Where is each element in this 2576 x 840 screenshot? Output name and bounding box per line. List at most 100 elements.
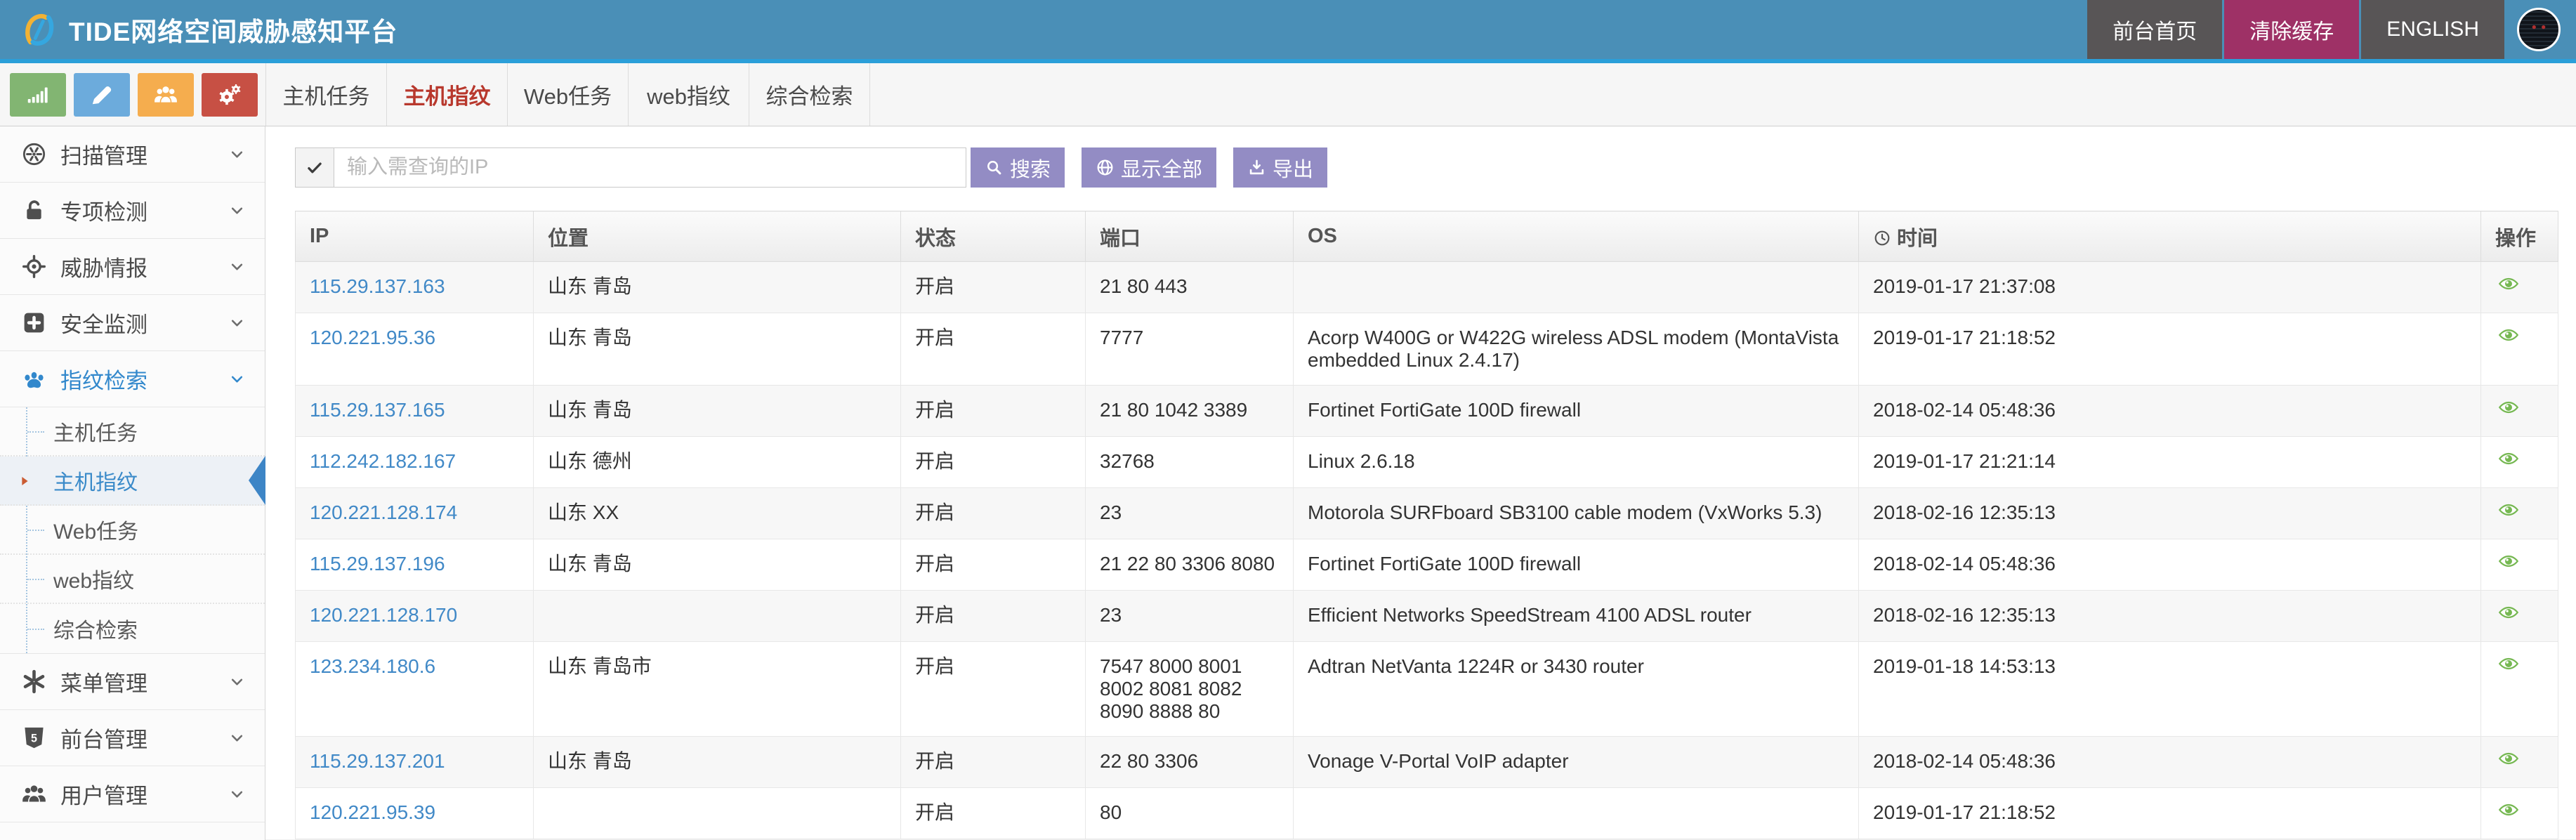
quick-gears-button[interactable] bbox=[202, 72, 258, 117]
sidebar-item-label: 菜单管理 bbox=[60, 671, 147, 696]
sidebar-item[interactable]: 专项检测 bbox=[0, 183, 265, 239]
tab[interactable]: 主机任务 bbox=[266, 63, 387, 126]
quick-pencil-button[interactable] bbox=[74, 72, 130, 117]
submenu-item[interactable]: Web任务 bbox=[0, 506, 265, 555]
view-button[interactable] bbox=[2495, 397, 2522, 418]
view-button[interactable] bbox=[2495, 499, 2522, 520]
ip-link[interactable]: 115.29.137.163 bbox=[310, 275, 445, 297]
table-row: 120.221.128.174 山东 XX 开启 23 Motorola SUR… bbox=[295, 487, 2558, 539]
cell-os bbox=[1293, 261, 1859, 313]
eye-icon bbox=[2498, 504, 2519, 516]
ip-link[interactable]: 115.29.137.165 bbox=[310, 399, 445, 421]
view-button[interactable] bbox=[2495, 602, 2522, 623]
cell-ports: 32768 bbox=[1085, 436, 1294, 488]
ip-link[interactable]: 120.221.128.170 bbox=[310, 604, 458, 626]
tab[interactable]: web指纹 bbox=[629, 63, 749, 126]
submenu-item-label: 综合检索 bbox=[53, 619, 138, 643]
cell-ports: 22 80 3306 bbox=[1085, 736, 1294, 788]
sidebar-item-label: 安全监测 bbox=[60, 313, 147, 337]
ip-link[interactable]: 120.221.95.36 bbox=[310, 327, 436, 348]
search-filter-toggle[interactable] bbox=[295, 147, 334, 188]
submenu-item[interactable]: web指纹 bbox=[0, 555, 265, 604]
ip-link[interactable]: 120.221.128.174 bbox=[310, 501, 458, 523]
search-button[interactable]: 搜索 bbox=[971, 147, 1065, 188]
ip-link[interactable]: 115.29.137.201 bbox=[310, 750, 445, 772]
submenu-item[interactable]: 综合检索 bbox=[0, 604, 265, 653]
eye-icon bbox=[2498, 657, 2519, 670]
sidebar-item[interactable]: 安全监测 bbox=[0, 295, 265, 351]
tab[interactable]: 主机指纹 bbox=[387, 63, 508, 126]
cell-ports: 23 bbox=[1085, 590, 1294, 642]
view-button[interactable] bbox=[2495, 324, 2522, 346]
cell-ports: 7777 bbox=[1085, 313, 1294, 386]
cell-time: 2018-02-14 05:48:36 bbox=[1858, 736, 2481, 788]
chevron-down-icon bbox=[231, 320, 243, 327]
sidebar-item-label: 前台管理 bbox=[60, 728, 147, 752]
ip-link[interactable]: 120.221.95.39 bbox=[310, 801, 436, 823]
view-button[interactable] bbox=[2495, 551, 2522, 572]
crosshair-icon bbox=[22, 255, 46, 278]
ip-link[interactable]: 115.29.137.196 bbox=[310, 553, 445, 575]
cell-ports: 7547 8000 8001 8002 8081 8082 8090 8888 … bbox=[1085, 641, 1294, 737]
ip-link[interactable]: 123.234.180.6 bbox=[310, 655, 436, 677]
cell-ports: 23 bbox=[1085, 487, 1294, 539]
quick-users-button[interactable] bbox=[138, 72, 194, 117]
chevron-down-icon bbox=[231, 735, 243, 742]
sidebar-item-label: 扫描管理 bbox=[60, 144, 147, 169]
burst-icon bbox=[23, 669, 45, 694]
sidebar-item[interactable]: 威胁情报 bbox=[0, 239, 265, 295]
clear-cache-button[interactable]: 清除缓存 bbox=[2224, 0, 2360, 59]
english-button[interactable]: ENGLISH bbox=[2361, 0, 2504, 59]
page-title: TIDE网络空间威胁感知平台 bbox=[69, 18, 398, 46]
cell-location: 山东 青岛 bbox=[533, 385, 901, 437]
cell-time: 2019-01-17 21:18:52 bbox=[1858, 787, 2481, 839]
submenu-item-label: web指纹 bbox=[53, 570, 135, 593]
tree-connector bbox=[27, 431, 44, 433]
view-button[interactable] bbox=[2495, 653, 2522, 674]
cell-location: 山东 青岛 bbox=[533, 736, 901, 788]
cell-status: 开启 bbox=[900, 487, 1086, 539]
sidebar-item-label: 指纹检索 bbox=[60, 369, 147, 393]
cell-time: 2019-01-17 21:18:52 bbox=[1858, 313, 2481, 386]
submenu-item[interactable]: 主机指纹 bbox=[0, 456, 265, 506]
submenu-item[interactable]: 主机任务 bbox=[0, 407, 265, 457]
view-button[interactable] bbox=[2495, 273, 2522, 294]
cell-os: Linux 2.6.18 bbox=[1293, 436, 1859, 488]
user-avatar[interactable] bbox=[2517, 8, 2561, 51]
quick-bar-chart-button[interactable] bbox=[10, 72, 66, 117]
cell-time: 2019-01-17 21:21:14 bbox=[1858, 436, 2481, 488]
table-row: 120.221.95.36 山东 青岛 开启 7777 Acorp W400G … bbox=[295, 313, 2558, 386]
frontend-home-button[interactable]: 前台首页 bbox=[2087, 0, 2223, 59]
cell-location: 山东 青岛市 bbox=[533, 641, 901, 737]
sidebar-item[interactable]: 菜单管理 bbox=[0, 654, 265, 710]
ip-link[interactable]: 112.242.182.167 bbox=[310, 450, 456, 472]
cell-status: 开启 bbox=[900, 641, 1086, 737]
table-row: 115.29.137.163 山东 青岛 开启 21 80 443 2019-0… bbox=[295, 261, 2558, 313]
tab[interactable]: Web任务 bbox=[508, 63, 629, 126]
cell-ports: 21 80 1042 3389 bbox=[1085, 385, 1294, 437]
sidebar: 扫描管理 专项检测 威胁情报 安全监测 指纹检索 主机任务 主机指纹 Web任务 we… bbox=[0, 126, 265, 840]
sidebar-item[interactable]: 指纹检索 bbox=[0, 351, 265, 407]
globe-icon bbox=[1097, 159, 1113, 176]
tab[interactable]: 综合检索 bbox=[749, 63, 870, 126]
cell-location bbox=[533, 787, 901, 839]
show-all-button[interactable]: 显示全部 bbox=[1082, 147, 1217, 188]
sidebar-item[interactable]: 5 前台管理 bbox=[0, 710, 265, 766]
column-header: 位置 bbox=[533, 211, 901, 262]
sidebar-item-label: 用户管理 bbox=[60, 784, 147, 808]
table-row: 115.29.137.196 山东 青岛 开启 21 22 80 3306 80… bbox=[295, 539, 2558, 591]
ip-search-input[interactable] bbox=[334, 147, 966, 188]
clock-icon bbox=[1874, 230, 1890, 246]
view-button[interactable] bbox=[2495, 448, 2522, 469]
view-button[interactable] bbox=[2495, 748, 2522, 769]
view-button[interactable] bbox=[2495, 799, 2522, 820]
export-button[interactable]: 导出 bbox=[1233, 147, 1328, 188]
sidebar-item[interactable]: 用户管理 bbox=[0, 766, 265, 822]
caret-right-icon bbox=[22, 477, 28, 486]
cell-os: Fortinet FortiGate 100D firewall bbox=[1293, 385, 1859, 437]
band: 主机任务 主机指纹 Web任务 web指纹 综合检索 bbox=[0, 63, 2576, 126]
fingerprint-table: IP 位置 状态 端口 OS 时间 操作 115.29.137.163 山东 青岛 开启 2… bbox=[295, 211, 2558, 839]
sidebar-item[interactable]: 扫描管理 bbox=[0, 126, 265, 183]
